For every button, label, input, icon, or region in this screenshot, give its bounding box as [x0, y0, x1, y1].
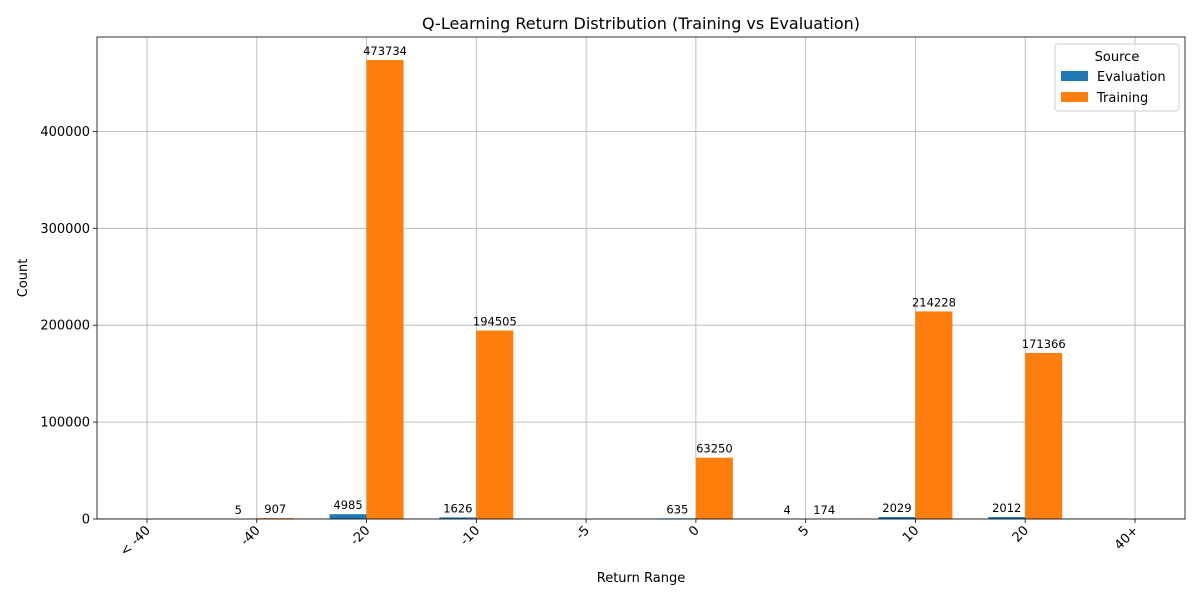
data-label: 171366	[1022, 337, 1066, 351]
legend: Source Evaluation Training	[1055, 44, 1179, 111]
bar-training	[476, 331, 513, 519]
grid	[97, 37, 1185, 519]
data-label: 635	[666, 502, 688, 516]
x-axis-label: Return Range	[597, 571, 685, 586]
y-axis: 0 100000 200000 300000 400000	[40, 125, 97, 528]
y-tick-label: 100000	[40, 416, 90, 431]
data-label: 5	[235, 503, 242, 517]
data-label: 907	[264, 502, 286, 516]
data-label: 63250	[696, 442, 733, 456]
y-tick-label: 0	[82, 513, 90, 528]
x-tick-label: 5	[796, 523, 812, 539]
x-tick-label: < -40	[118, 523, 154, 559]
y-tick-label: 200000	[40, 319, 90, 334]
x-tick-label: 0	[686, 523, 702, 539]
x-tick-label: 10	[900, 523, 922, 545]
x-tick-label: -5	[573, 523, 593, 543]
x-tick-label: -20	[348, 523, 374, 549]
plot-frame	[97, 37, 1185, 519]
x-tick-label: -40	[238, 523, 264, 549]
data-label: 2029	[882, 501, 911, 515]
data-label: 194505	[473, 315, 517, 329]
bar-training	[915, 311, 952, 519]
bar-evaluation	[330, 514, 367, 519]
data-label: 174	[813, 503, 835, 517]
legend-title: Source	[1095, 50, 1140, 65]
x-tick-label: -10	[458, 523, 484, 549]
x-axis: < -40 -40 -20 -10 -5 0 5 10 20 40+	[118, 519, 1142, 559]
bar-training	[696, 458, 733, 519]
data-label: 1626	[443, 501, 472, 515]
x-tick-label: 20	[1010, 523, 1032, 545]
chart-title: Q-Learning Return Distribution (Training…	[422, 14, 860, 33]
legend-label-evaluation: Evaluation	[1097, 70, 1166, 85]
y-tick-label: 300000	[40, 222, 90, 237]
y-tick-label: 400000	[40, 125, 90, 140]
data-label: 473734	[363, 44, 407, 58]
x-tick-label: 40+	[1112, 523, 1142, 553]
data-label: 4985	[333, 498, 362, 512]
data-label: 2012	[992, 501, 1021, 515]
legend-swatch-evaluation	[1061, 71, 1088, 81]
legend-swatch-training	[1061, 92, 1088, 102]
data-label: 4	[784, 503, 791, 517]
data-label: 214228	[912, 295, 956, 309]
y-axis-label: Count	[16, 259, 31, 298]
legend-label-training: Training	[1096, 91, 1148, 106]
bar-training	[1025, 353, 1062, 519]
bar-training	[367, 60, 404, 519]
bars	[220, 60, 1062, 519]
